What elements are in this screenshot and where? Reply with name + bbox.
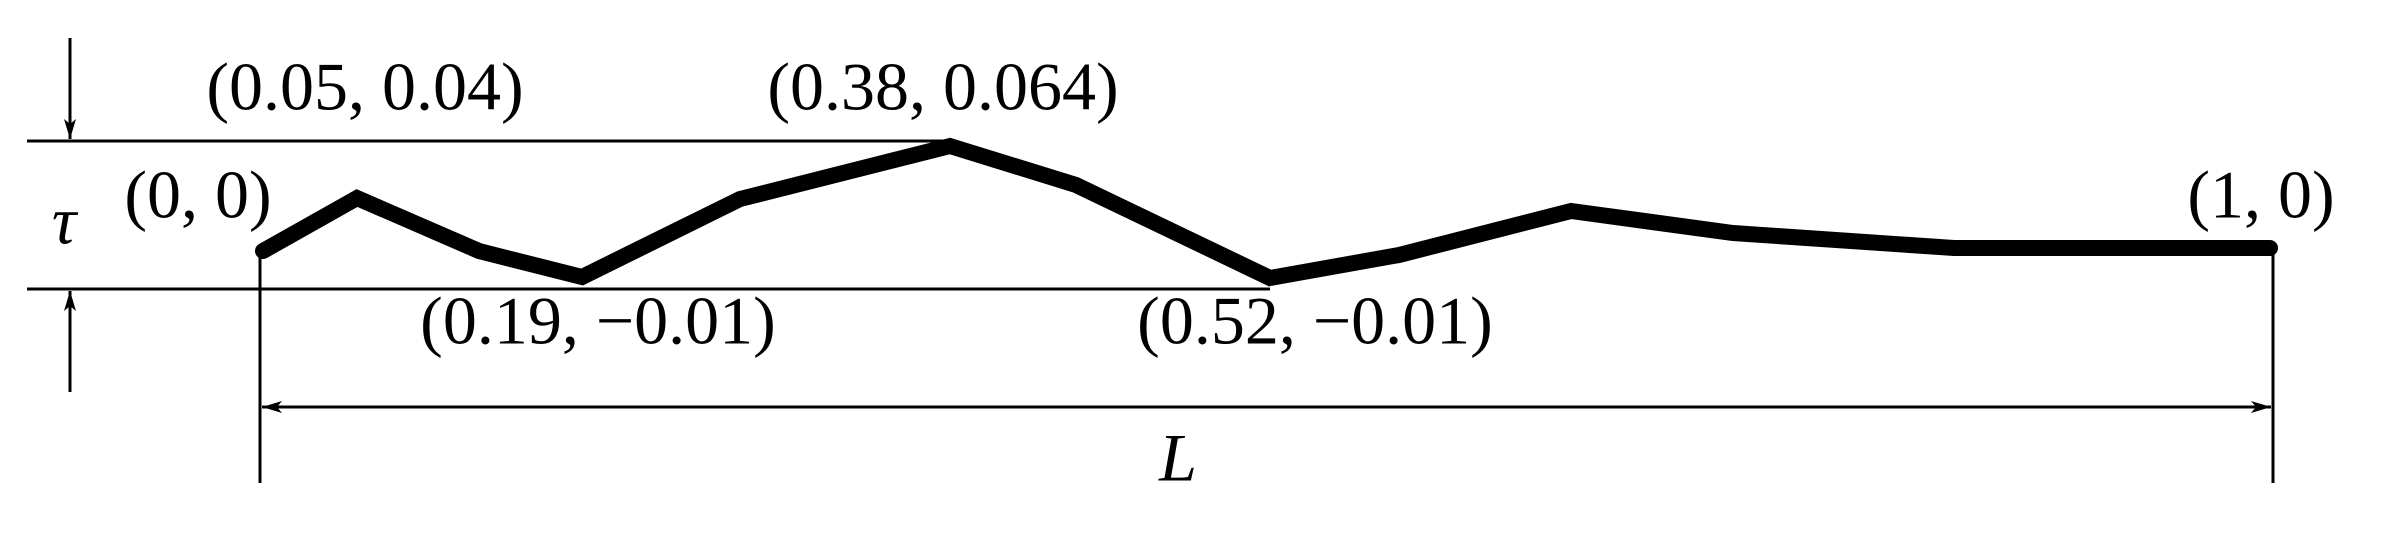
- point-label: (0.19, −0.01): [420, 283, 776, 359]
- point-label: (1, 0): [2187, 157, 2334, 233]
- point-label: (0.38, 0.064): [767, 49, 1118, 125]
- point-label: (0.05, 0.04): [206, 49, 523, 125]
- profile: [255, 137, 2278, 287]
- tau-label: τ: [52, 183, 79, 259]
- length-label: L: [1158, 420, 1197, 496]
- point-label: (0, 0): [124, 157, 271, 233]
- point-label: (0.52, −0.01): [1137, 283, 1493, 359]
